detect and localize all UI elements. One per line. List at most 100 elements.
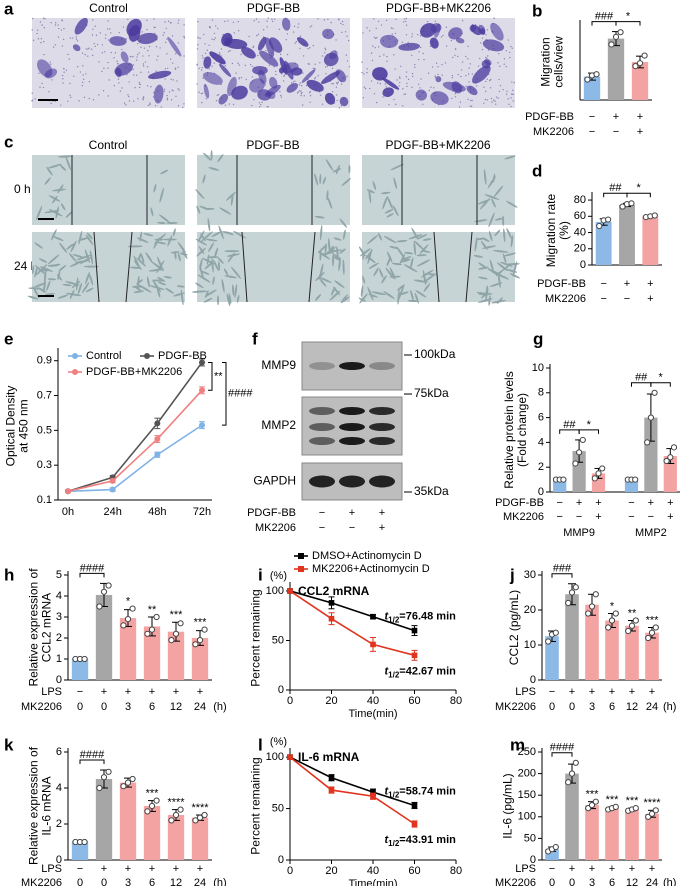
data-point [100, 588, 108, 595]
pore [423, 58, 425, 61]
cell [396, 246, 406, 260]
half-life-symbol: t [385, 834, 390, 846]
data-point [196, 637, 204, 644]
row-value: + [197, 686, 203, 698]
data-point [411, 627, 418, 634]
cell [57, 270, 61, 281]
cell [359, 293, 368, 304]
data-point [565, 599, 572, 607]
cell [31, 265, 35, 275]
pore [274, 70, 277, 73]
pore [458, 106, 461, 108]
y-axis-label: CCL2 (pg/mL) [507, 590, 521, 665]
data-point [648, 810, 656, 817]
row-value: + [576, 497, 582, 509]
row-value: + [595, 497, 601, 509]
row-value: 6 [609, 877, 615, 886]
pore [419, 35, 422, 37]
pore [216, 94, 219, 97]
bracket [615, 21, 641, 26]
pore [50, 21, 52, 24]
pore [163, 88, 166, 90]
pore [84, 53, 86, 56]
pore [411, 33, 414, 35]
pore [214, 37, 216, 39]
row-label: LPS [41, 863, 62, 875]
row-value: 6 [609, 701, 615, 713]
pore [197, 36, 200, 39]
data-point [612, 33, 620, 40]
cell [473, 255, 484, 258]
pore [433, 87, 435, 89]
row-value: 24 [194, 877, 206, 886]
data-point [572, 584, 579, 591]
pore [107, 67, 109, 69]
cell [422, 269, 427, 286]
pore [302, 55, 305, 57]
row-value: + [379, 522, 385, 534]
pore [227, 50, 230, 53]
pore [510, 105, 512, 108]
cell [214, 247, 219, 258]
pore [299, 82, 301, 84]
y-axis-label: Relative expression of [27, 746, 41, 865]
bracket [79, 572, 105, 578]
cell [177, 252, 181, 262]
stained-cell [297, 37, 309, 47]
cell [348, 164, 351, 174]
pore [405, 34, 408, 36]
wound-image [191, 225, 350, 307]
y-axis-label: Optical Density [4, 386, 18, 467]
data-point [105, 582, 112, 589]
pore [146, 19, 148, 22]
pore [286, 53, 289, 56]
pore [461, 20, 464, 22]
significance: ### [553, 563, 572, 575]
pore [37, 38, 40, 40]
legend-marker [298, 553, 304, 559]
pore [67, 53, 69, 56]
stained-cell [420, 23, 437, 38]
bar [143, 626, 161, 680]
pore [172, 79, 174, 81]
bracket [222, 361, 227, 426]
pore [437, 73, 439, 76]
cell [410, 289, 414, 302]
pore [335, 39, 337, 41]
row-label: MK2206 [545, 293, 586, 305]
pore [119, 90, 122, 92]
pore [348, 66, 351, 68]
y-tick-label: 10 [532, 362, 544, 374]
row-label: MK2206 [255, 522, 296, 534]
row-value: 0 [569, 877, 575, 886]
pore [399, 77, 401, 79]
pore [166, 97, 169, 99]
pore [204, 43, 206, 45]
pore [61, 74, 64, 77]
significance: #### [80, 562, 105, 574]
cell [160, 169, 169, 175]
pore [336, 99, 338, 102]
pore [170, 99, 173, 101]
cell [127, 245, 143, 248]
data-point [153, 613, 160, 621]
stained-cell [231, 85, 248, 100]
stained-cell [382, 77, 400, 90]
pore [264, 84, 267, 86]
stained-cell [153, 84, 164, 104]
data-point [605, 216, 612, 223]
x-tick-label: 0 [287, 865, 293, 877]
pore [85, 73, 87, 75]
pore [213, 32, 216, 35]
pore [305, 84, 308, 87]
pore [73, 75, 75, 77]
row-value: + [609, 686, 615, 698]
pore [309, 101, 311, 103]
pore [213, 62, 216, 64]
pore [369, 87, 371, 90]
y-tick-label: 30 [524, 569, 536, 581]
pore [136, 53, 139, 56]
wound-image [358, 227, 520, 306]
cell [423, 283, 431, 292]
pore [40, 41, 42, 44]
